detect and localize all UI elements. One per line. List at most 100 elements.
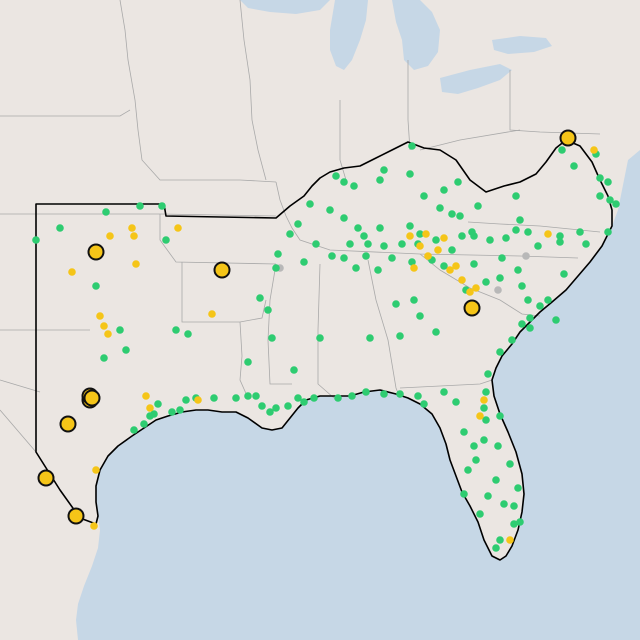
station-marker-green[interactable]: [494, 442, 502, 450]
station-marker-yellow[interactable]: [146, 404, 154, 412]
station-marker-green[interactable]: [354, 224, 362, 232]
station-marker-yellow[interactable]: [96, 312, 104, 320]
station-marker-green[interactable]: [524, 228, 532, 236]
station-marker-green[interactable]: [514, 484, 522, 492]
station-marker-green[interactable]: [340, 178, 348, 186]
station-marker-green[interactable]: [392, 300, 400, 308]
station-marker-yellow[interactable]: [100, 322, 108, 330]
station-marker-green[interactable]: [482, 278, 490, 286]
station-marker-green[interactable]: [558, 146, 566, 154]
station-marker-green[interactable]: [140, 420, 148, 428]
station-marker-green[interactable]: [172, 326, 180, 334]
station-marker-green[interactable]: [268, 334, 276, 342]
station-marker-green[interactable]: [232, 394, 240, 402]
station-marker-green[interactable]: [244, 358, 252, 366]
station-marker-yellow[interactable]: [194, 396, 202, 404]
station-marker-green[interactable]: [334, 394, 342, 402]
station-marker-yellow[interactable]: [472, 284, 480, 292]
station-marker-green[interactable]: [472, 456, 480, 464]
station-marker-yellow[interactable]: [466, 288, 474, 296]
station-marker-green[interactable]: [482, 416, 490, 424]
station-marker-green[interactable]: [432, 328, 440, 336]
station-marker-green[interactable]: [582, 240, 590, 248]
station-marker-large[interactable]: [463, 299, 481, 317]
station-marker-green[interactable]: [306, 200, 314, 208]
station-marker-yellow[interactable]: [106, 232, 114, 240]
station-marker-green[interactable]: [362, 252, 370, 260]
station-marker-green[interactable]: [516, 216, 524, 224]
station-marker-green[interactable]: [332, 172, 340, 180]
station-marker-green[interactable]: [274, 250, 282, 258]
station-marker-green[interactable]: [300, 398, 308, 406]
station-marker-green[interactable]: [380, 242, 388, 250]
station-marker-green[interactable]: [514, 266, 522, 274]
station-marker-green[interactable]: [440, 388, 448, 396]
station-marker-green[interactable]: [362, 388, 370, 396]
station-marker-green[interactable]: [352, 264, 360, 272]
station-marker-green[interactable]: [456, 212, 464, 220]
station-marker-yellow[interactable]: [434, 246, 442, 254]
station-marker-green[interactable]: [612, 200, 620, 208]
station-marker-green[interactable]: [486, 236, 494, 244]
station-marker-yellow[interactable]: [130, 232, 138, 240]
station-marker-green[interactable]: [480, 436, 488, 444]
station-marker-large[interactable]: [87, 243, 105, 261]
station-marker-green[interactable]: [316, 334, 324, 342]
station-marker-green[interactable]: [416, 312, 424, 320]
station-marker-green[interactable]: [184, 330, 192, 338]
station-marker-green[interactable]: [396, 332, 404, 340]
station-marker-green[interactable]: [264, 306, 272, 314]
station-marker-yellow[interactable]: [104, 330, 112, 338]
station-marker-green[interactable]: [102, 208, 110, 216]
station-marker-yellow[interactable]: [128, 224, 136, 232]
station-marker-green[interactable]: [294, 220, 302, 228]
station-marker-green[interactable]: [380, 166, 388, 174]
station-marker-green[interactable]: [484, 492, 492, 500]
station-marker-green[interactable]: [506, 460, 514, 468]
station-marker-yellow[interactable]: [142, 392, 150, 400]
station-marker-green[interactable]: [556, 232, 564, 240]
station-marker-green[interactable]: [168, 408, 176, 416]
station-marker-green[interactable]: [440, 186, 448, 194]
station-marker-green[interactable]: [366, 334, 374, 342]
station-marker-green[interactable]: [468, 228, 476, 236]
station-marker-green[interactable]: [158, 202, 166, 210]
station-marker-green[interactable]: [244, 392, 252, 400]
station-marker-green[interactable]: [432, 236, 440, 244]
station-marker-green[interactable]: [552, 316, 560, 324]
station-marker-yellow[interactable]: [590, 146, 598, 154]
station-markers[interactable]: [32, 129, 620, 552]
station-marker-green[interactable]: [512, 192, 520, 200]
station-marker-green[interactable]: [340, 214, 348, 222]
station-marker-green[interactable]: [348, 392, 356, 400]
station-marker-green[interactable]: [596, 174, 604, 182]
station-marker-green[interactable]: [496, 274, 504, 282]
station-marker-large[interactable]: [559, 129, 577, 147]
station-marker-green[interactable]: [116, 326, 124, 334]
station-marker-large[interactable]: [213, 261, 231, 279]
station-marker-green[interactable]: [56, 224, 64, 232]
station-marker-green[interactable]: [498, 254, 506, 262]
station-marker-green[interactable]: [364, 240, 372, 248]
station-marker-green[interactable]: [474, 202, 482, 210]
station-marker-green[interactable]: [484, 370, 492, 378]
station-marker-green[interactable]: [346, 240, 354, 248]
station-marker-green[interactable]: [502, 234, 510, 242]
station-marker-yellow[interactable]: [68, 268, 76, 276]
station-marker-yellow[interactable]: [476, 412, 484, 420]
station-marker-green[interactable]: [492, 544, 500, 552]
station-marker-green[interactable]: [272, 264, 280, 272]
station-marker-green[interactable]: [458, 232, 466, 240]
station-marker-yellow[interactable]: [208, 310, 216, 318]
station-marker-green[interactable]: [560, 270, 568, 278]
station-marker-green[interactable]: [294, 394, 302, 402]
station-marker-green[interactable]: [272, 404, 280, 412]
station-marker-gray[interactable]: [494, 286, 502, 294]
station-marker-green[interactable]: [376, 176, 384, 184]
station-marker-green[interactable]: [376, 224, 384, 232]
station-marker-yellow[interactable]: [416, 242, 424, 250]
station-marker-green[interactable]: [312, 240, 320, 248]
station-marker-green[interactable]: [416, 230, 424, 238]
station-marker-green[interactable]: [604, 178, 612, 186]
